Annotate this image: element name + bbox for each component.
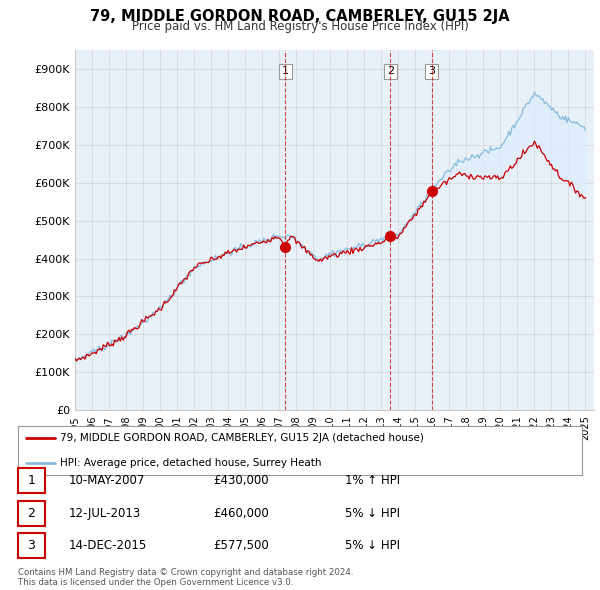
- Text: £577,500: £577,500: [213, 539, 269, 552]
- Text: 1% ↑ HPI: 1% ↑ HPI: [345, 474, 400, 487]
- Text: 79, MIDDLE GORDON ROAD, CAMBERLEY, GU15 2JA: 79, MIDDLE GORDON ROAD, CAMBERLEY, GU15 …: [90, 9, 510, 24]
- Text: 2: 2: [387, 66, 394, 76]
- Text: 3: 3: [428, 66, 435, 76]
- Text: 5% ↓ HPI: 5% ↓ HPI: [345, 507, 400, 520]
- Text: 3: 3: [28, 539, 35, 552]
- Text: 2: 2: [28, 507, 35, 520]
- Text: 1: 1: [282, 66, 289, 76]
- Text: HPI: Average price, detached house, Surrey Heath: HPI: Average price, detached house, Surr…: [60, 458, 322, 468]
- Text: Contains HM Land Registry data © Crown copyright and database right 2024.
This d: Contains HM Land Registry data © Crown c…: [18, 568, 353, 587]
- Text: £460,000: £460,000: [213, 507, 269, 520]
- Text: 79, MIDDLE GORDON ROAD, CAMBERLEY, GU15 2JA (detached house): 79, MIDDLE GORDON ROAD, CAMBERLEY, GU15 …: [60, 433, 424, 443]
- Text: 1: 1: [28, 474, 35, 487]
- Text: Price paid vs. HM Land Registry's House Price Index (HPI): Price paid vs. HM Land Registry's House …: [131, 20, 469, 33]
- Text: 12-JUL-2013: 12-JUL-2013: [69, 507, 141, 520]
- Text: £430,000: £430,000: [213, 474, 269, 487]
- Text: 14-DEC-2015: 14-DEC-2015: [69, 539, 147, 552]
- Text: 10-MAY-2007: 10-MAY-2007: [69, 474, 145, 487]
- Text: 5% ↓ HPI: 5% ↓ HPI: [345, 539, 400, 552]
